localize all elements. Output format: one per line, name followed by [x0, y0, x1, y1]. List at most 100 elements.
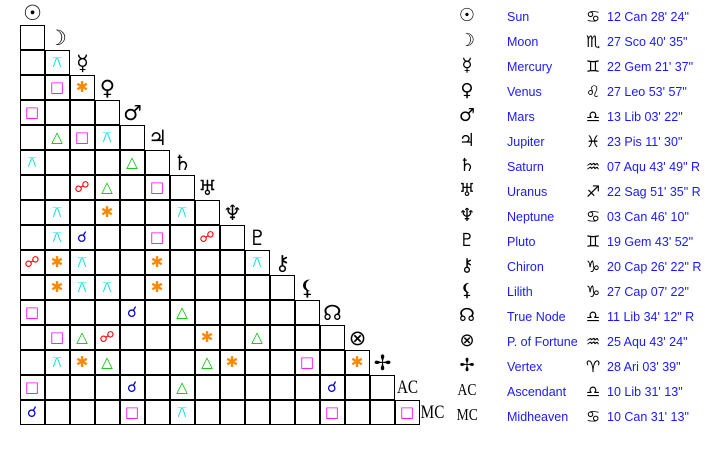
aspect-cell — [44, 99, 70, 125]
aspect-cell: ☌ — [69, 224, 95, 250]
aspect-cell — [294, 374, 320, 400]
body-name: Lilith — [507, 285, 533, 299]
saturn-glyph-icon: ♄ — [173, 150, 192, 175]
aspect-cell: △ — [94, 174, 120, 200]
true-node-icon: ☊ — [459, 305, 475, 326]
aspect-cell: ☍ — [194, 224, 220, 250]
aspect-cell — [194, 399, 220, 425]
body-name: Sun — [507, 10, 530, 24]
aspect-cell — [44, 374, 70, 400]
aspect-cell — [144, 149, 170, 175]
body-position: 28 Ari 03' 39" — [607, 360, 681, 374]
aspect-cell: ⚻ — [44, 49, 70, 75]
aspect-cell: ☌ — [319, 374, 345, 400]
aspect-cell — [269, 399, 295, 425]
trine-icon: △ — [251, 327, 263, 346]
body-position: 12 Can 28' 24" — [607, 10, 689, 24]
aspect-cell: △ — [169, 374, 195, 400]
aspect-cell: ⚻ — [69, 274, 95, 300]
aspect-cell — [19, 174, 45, 200]
square-icon: □ — [324, 402, 340, 421]
aspect-cell — [144, 299, 170, 325]
body-position: 10 Lib 31' 13" — [607, 385, 683, 399]
aspect-cell — [344, 374, 370, 400]
aspect-cell: ☌ — [19, 399, 45, 425]
aspect-cell — [169, 274, 195, 300]
aspect-cell: ⚻ — [69, 249, 95, 275]
conjunction-icon: ☌ — [126, 302, 138, 321]
opposition-icon: ☍ — [74, 177, 90, 196]
opposition-icon: ☍ — [199, 227, 215, 246]
aspect-cell: ✱ — [344, 349, 370, 375]
zodiac-sign-icon: ♓ — [585, 132, 601, 151]
aspect-cell — [219, 274, 245, 300]
aspect-cell — [169, 249, 195, 275]
body-row-vertex: ✢ Vertex ♈ 28 Ari 03' 39" — [452, 355, 705, 380]
aspect-cell: □ — [319, 399, 345, 425]
body-row-ascendant: AC Ascendant ♎ 10 Lib 31' 13" — [452, 380, 705, 405]
aspect-cell — [219, 249, 245, 275]
aspect-cell: △ — [44, 124, 70, 150]
body-position: 23 Pis 11' 30" — [607, 135, 683, 149]
trine-icon: △ — [101, 352, 113, 371]
ascendant-glyph-icon: AC — [396, 376, 419, 398]
aspect-cell: ⚻ — [244, 249, 270, 275]
aspect-cell: △ — [244, 324, 270, 350]
sextile-icon: ✱ — [75, 77, 89, 96]
aspect-cell: △ — [119, 149, 145, 175]
chiron-icon: ⚷ — [460, 255, 474, 276]
aspect-cell — [219, 224, 245, 250]
aspect-cell: ✱ — [194, 324, 220, 350]
aspect-cell — [119, 124, 145, 150]
aspect-cell — [119, 224, 145, 250]
aspect-cell — [69, 149, 95, 175]
body-row-sun: ☉ Sun ♋ 12 Can 28' 24" — [452, 5, 705, 30]
sextile-icon: ✱ — [50, 277, 64, 296]
aspect-cell — [144, 374, 170, 400]
aspect-cell — [69, 374, 95, 400]
aspect-cell: ✱ — [144, 274, 170, 300]
aspect-cell: ⚻ — [44, 349, 70, 375]
zodiac-sign-icon: ♎ — [585, 382, 601, 401]
aspect-cell — [19, 124, 45, 150]
aspect-cell — [69, 199, 95, 225]
aspect-cell: ☍ — [94, 324, 120, 350]
aspect-cell: △ — [69, 324, 95, 350]
aspect-cell — [194, 199, 220, 225]
saturn-icon: ♄ — [458, 155, 476, 176]
body-name: True Node — [507, 310, 566, 324]
neptune-icon: ♆ — [458, 205, 476, 226]
aspect-cell: ⚻ — [44, 199, 70, 225]
opposition-icon: ☍ — [99, 327, 115, 346]
quincunx-icon: ⚻ — [77, 252, 87, 271]
square-icon: □ — [49, 77, 65, 96]
aspect-cell: ☌ — [119, 374, 145, 400]
zodiac-sign-icon: ♌ — [585, 82, 601, 101]
square-icon: □ — [399, 402, 415, 421]
aspect-cell — [294, 299, 320, 325]
aspect-cell — [319, 349, 345, 375]
quincunx-icon: ⚻ — [177, 202, 187, 221]
aspect-cell: □ — [19, 99, 45, 125]
aspect-cell: □ — [19, 299, 45, 325]
body-name: Midheaven — [507, 410, 569, 424]
aspect-cell — [194, 249, 220, 275]
body-row-venus: ♀ Venus ♌ 27 Leo 53' 57" — [452, 80, 705, 105]
aspect-cell — [369, 399, 395, 425]
aspect-cell — [94, 249, 120, 275]
aspect-cell: △ — [94, 349, 120, 375]
aspect-cell: ☍ — [19, 249, 45, 275]
sextile-icon: ✱ — [75, 352, 89, 371]
aspect-cell — [294, 324, 320, 350]
conjunction-icon: ☌ — [126, 377, 138, 396]
vertex-icon: ✢ — [459, 355, 475, 376]
neptune-glyph-icon: ♆ — [223, 200, 242, 225]
aspect-cell: □ — [144, 224, 170, 250]
square-icon: □ — [299, 352, 315, 371]
aspect-cell — [369, 374, 395, 400]
zodiac-sign-icon: ♈ — [585, 357, 601, 376]
body-row-mars: ♂ Mars ♎ 13 Lib 03' 22" — [452, 105, 705, 130]
aspect-cell — [44, 174, 70, 200]
sextile-icon: ✱ — [100, 202, 114, 221]
aspect-cell: ⚻ — [94, 124, 120, 150]
